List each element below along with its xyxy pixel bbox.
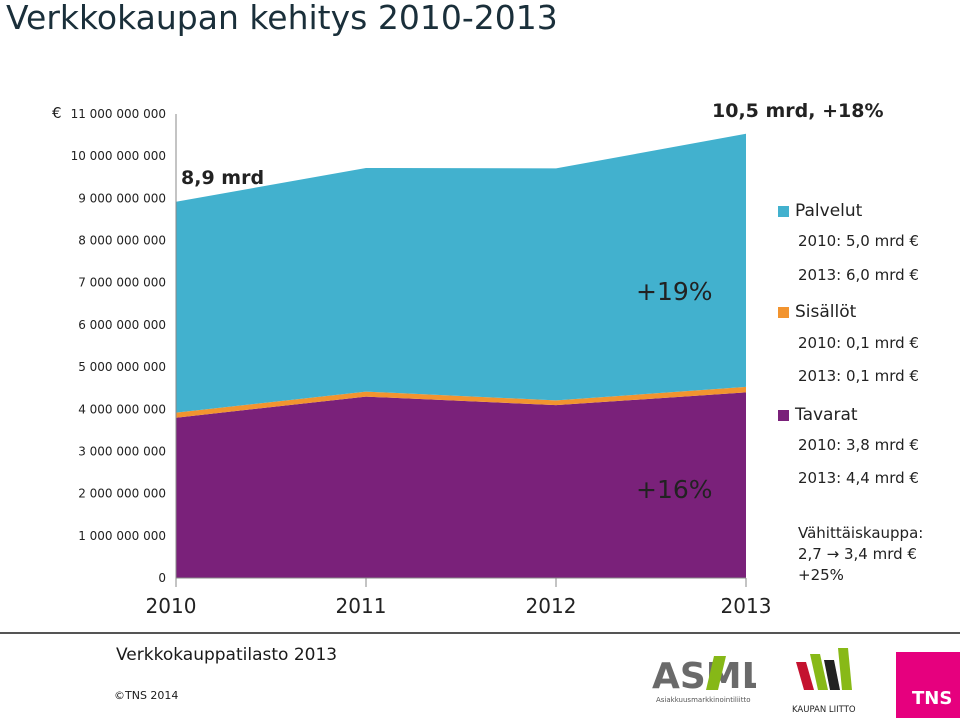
area-layers (176, 133, 746, 578)
y-tick-labels: 0 1 000 000 000 2 000 000 000 3 000 000 000… (71, 107, 166, 585)
legend-goods-2010: 2010: 3,8 mrd € (798, 436, 919, 454)
chart-title: Verkkokaupan kehitys 2010-2013 (6, 0, 558, 37)
legend-label-services: Palvelut (795, 201, 863, 221)
services-growth-annotation: +19% (636, 277, 713, 306)
source-label: Verkkokauppatilasto 2013 (116, 645, 338, 665)
legend-goods-2013: 2013: 4,4 mrd € (798, 469, 919, 487)
tns-logo-text: TNS (912, 688, 953, 709)
y-tick-label: 1 000 000 000 (78, 529, 166, 543)
y-tick-label: 5 000 000 000 (78, 360, 166, 374)
x-tick-label: 2013 (721, 594, 772, 618)
chart-area: 0 1 000 000 000 2 000 000 000 3 000 000 000… (71, 100, 884, 618)
footer-divider (0, 632, 960, 634)
legend-services-2010: 2010: 5,0 mrd € (798, 232, 919, 250)
retail-growth: +25% (798, 566, 844, 584)
legend-item-goods: Tavarat (778, 405, 858, 425)
x-tick-label: 2011 (336, 594, 387, 618)
asml-logo-text: ASML (652, 656, 756, 697)
asml-logo-subtitle: Asiakkuusmarkkinointiliitto (656, 696, 751, 704)
y-unit-label: € (52, 104, 62, 122)
asml-logo-mark (706, 656, 726, 690)
kaupan-liitto-logo: KAUPAN LIITTO (790, 646, 862, 718)
tns-logo: TNS (896, 652, 960, 718)
asml-logo: ASML Asiakkuusmarkkinointiliitto (652, 650, 765, 708)
start-total-annotation: 8,9 mrd (181, 167, 264, 189)
legend-content-2010: 2010: 0,1 mrd € (798, 334, 919, 352)
end-total-annotation: 10,5 mrd, +18% (712, 100, 884, 122)
y-tick-label: 8 000 000 000 (78, 234, 166, 248)
y-tick-label: 0 (158, 571, 166, 585)
legend-item-services: Palvelut (778, 201, 862, 221)
area-series-tavarat (176, 392, 746, 578)
legend-swatch-goods (778, 409, 789, 421)
copyright-label: ©TNS 2014 (114, 689, 179, 702)
legend-swatch-content (778, 306, 789, 318)
legend-label-content: Sisällöt (795, 302, 857, 322)
y-tick-label: 6 000 000 000 (78, 318, 166, 332)
axes (175, 114, 747, 587)
x-tick-labels: 2010 2011 2012 2013 (146, 594, 772, 618)
y-tick-label: 11 000 000 000 (71, 107, 166, 121)
legend-swatch-services (778, 205, 789, 217)
retail-change: 2,7 → 3,4 mrd € (798, 545, 917, 563)
x-tick-label: 2010 (146, 594, 197, 618)
legend-item-content: Sisällöt (778, 302, 856, 322)
y-tick-label: 3 000 000 000 (78, 445, 166, 459)
y-tick-label: 7 000 000 000 (78, 276, 166, 290)
x-tick-label: 2012 (526, 594, 577, 618)
y-tick-label: 4 000 000 000 (78, 402, 166, 416)
legend-label-goods: Tavarat (795, 405, 858, 425)
area-series-palvelut (176, 133, 746, 413)
retail-label: Vähittäiskauppa: (798, 524, 924, 542)
y-tick-label: 2 000 000 000 (78, 487, 166, 501)
legend-services-2013: 2013: 6,0 mrd € (798, 266, 919, 284)
kaupan-liitto-text: KAUPAN LIITTO (792, 705, 856, 715)
goods-growth-annotation: +16% (636, 475, 713, 504)
y-tick-label: 9 000 000 000 (78, 191, 166, 205)
area-series-sisällöt (176, 386, 746, 418)
legend-content-2013: 2013: 0,1 mrd € (798, 367, 919, 385)
y-tick-label: 10 000 000 000 (71, 149, 166, 163)
